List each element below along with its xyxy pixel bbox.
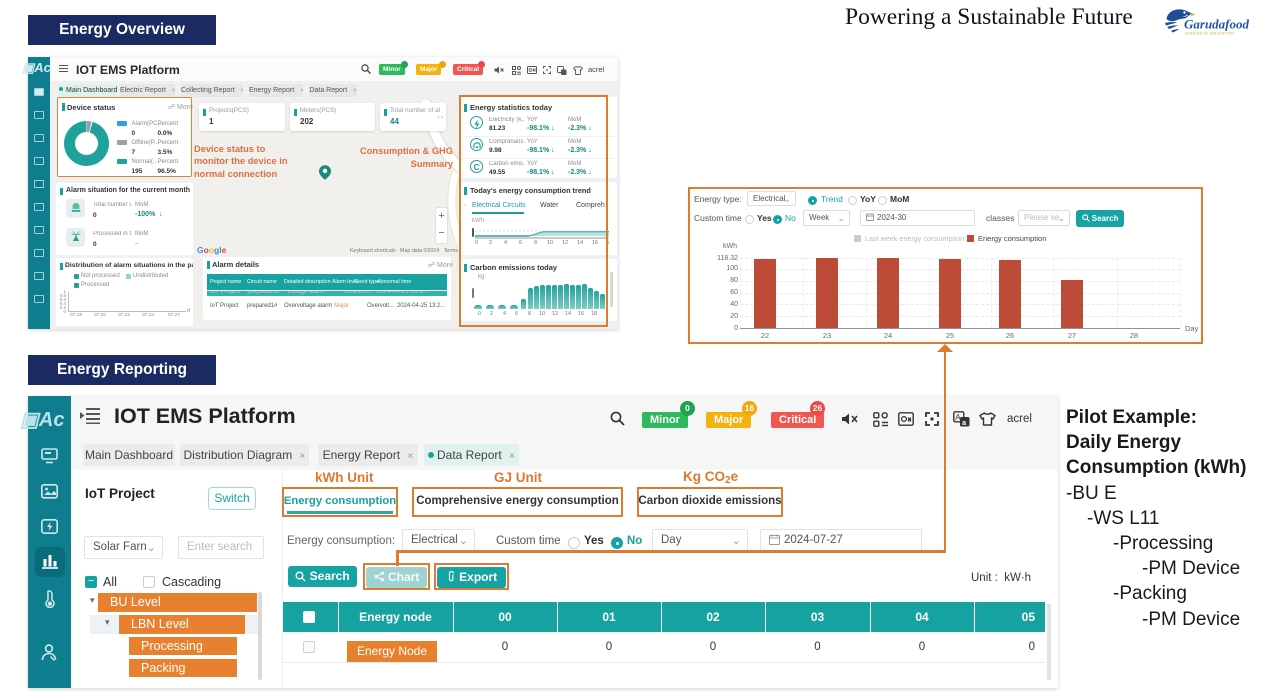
svg-text:A: A	[955, 413, 961, 422]
svg-text:Garudafood: Garudafood	[1184, 17, 1249, 32]
svg-text:LEADING IN INNOVATION: LEADING IN INNOVATION	[1185, 32, 1234, 36]
svg-text:a: a	[962, 418, 967, 427]
